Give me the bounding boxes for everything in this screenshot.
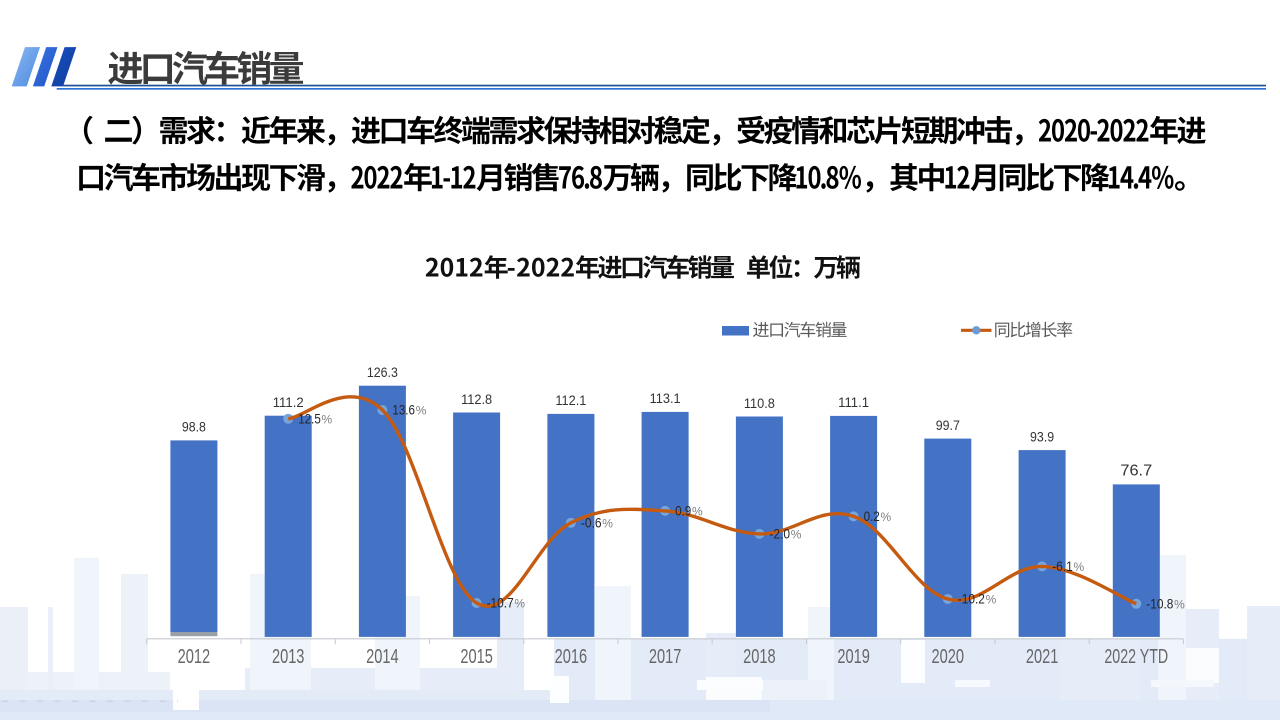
svg-text:-2.0: -2.0 xyxy=(769,526,790,542)
svg-text:-10.2: -10.2 xyxy=(958,591,985,607)
svg-text:2017: 2017 xyxy=(649,646,682,668)
svg-text:112.8: 112.8 xyxy=(461,392,492,407)
svg-text:%: % xyxy=(986,593,997,607)
svg-text:0.2: 0.2 xyxy=(864,508,880,524)
svg-text:112.1: 112.1 xyxy=(555,393,586,408)
svg-text:%: % xyxy=(602,516,613,530)
svg-text:%: % xyxy=(791,528,802,542)
svg-text:%: % xyxy=(692,505,703,519)
svg-text:%: % xyxy=(1174,597,1185,611)
svg-text:2021: 2021 xyxy=(1026,646,1059,668)
svg-text:-6.1: -6.1 xyxy=(1052,558,1073,574)
svg-text:%: % xyxy=(514,597,525,611)
svg-text:2022 YTD: 2022 YTD xyxy=(1104,646,1168,668)
svg-text:0.9: 0.9 xyxy=(675,503,691,519)
svg-text:%: % xyxy=(322,412,333,426)
svg-text:2020: 2020 xyxy=(932,646,965,668)
svg-text:2015: 2015 xyxy=(460,646,493,668)
svg-text:111.1: 111.1 xyxy=(838,395,869,410)
svg-text:%: % xyxy=(1074,560,1085,574)
svg-text:76.7: 76.7 xyxy=(1120,463,1152,480)
svg-text:110.8: 110.8 xyxy=(744,396,775,411)
svg-text:93.9: 93.9 xyxy=(1030,429,1054,444)
svg-text:2019: 2019 xyxy=(837,646,870,668)
svg-text:99.7: 99.7 xyxy=(936,418,960,433)
svg-text:-10.7: -10.7 xyxy=(487,595,514,611)
svg-text:2012: 2012 xyxy=(178,646,211,668)
svg-text:2016: 2016 xyxy=(555,646,588,668)
svg-text:113.1: 113.1 xyxy=(650,391,681,406)
svg-text:2018: 2018 xyxy=(743,646,776,668)
svg-text:-10.8: -10.8 xyxy=(1146,595,1173,611)
svg-text:2013: 2013 xyxy=(272,646,305,668)
svg-text:12.5: 12.5 xyxy=(298,410,321,426)
svg-text:%: % xyxy=(416,404,427,418)
svg-text:13.6: 13.6 xyxy=(392,402,415,418)
svg-text:2014: 2014 xyxy=(366,646,399,668)
svg-text:%: % xyxy=(881,510,892,524)
svg-text:126.3: 126.3 xyxy=(367,365,398,380)
svg-text:111.2: 111.2 xyxy=(273,395,304,410)
svg-text:98.8: 98.8 xyxy=(182,420,206,435)
svg-text:-0.6: -0.6 xyxy=(581,514,602,530)
